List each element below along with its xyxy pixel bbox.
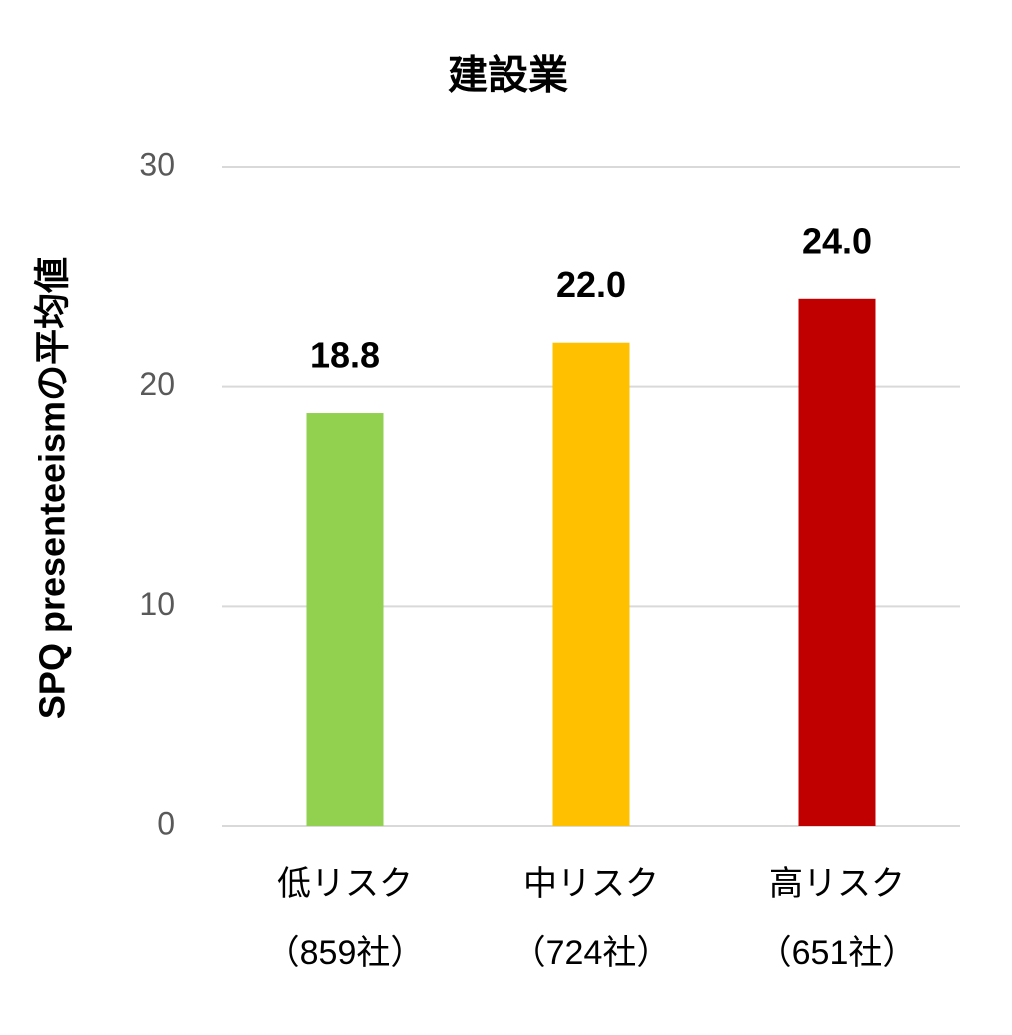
chart-title: 建設業 [448, 54, 568, 98]
y-tick-label: 0 [157, 805, 175, 841]
y-axis-label: SPQ presenteeismの平均値 [32, 257, 73, 719]
bar [798, 298, 876, 826]
value-label: 18.8 [310, 335, 380, 376]
bar [552, 342, 630, 826]
x-tick-label: （651社） [758, 934, 917, 972]
x-tick-label: 低リスク [277, 865, 413, 903]
x-tick-label: （724社） [512, 934, 671, 972]
x-tick-label: （859社） [266, 934, 425, 972]
bar [306, 413, 384, 826]
y-tick-label: 30 [139, 146, 175, 182]
x-tick-label: 高リスク [769, 865, 905, 903]
value-label: 24.0 [802, 220, 872, 261]
y-tick-label: 10 [139, 586, 175, 622]
x-tick-label: 中リスク [523, 865, 659, 903]
y-tick-label: 20 [139, 366, 175, 402]
value-label: 22.0 [556, 264, 626, 305]
